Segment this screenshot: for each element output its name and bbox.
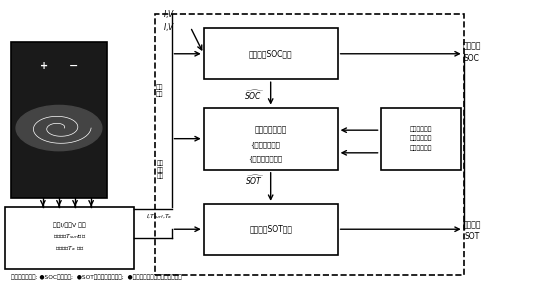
Text: 荷电状态
SOC: 荷电状态 SOC bbox=[463, 42, 481, 63]
Text: $\widehat{SOC}$: $\widehat{SOC}$ bbox=[244, 88, 265, 102]
FancyBboxPatch shape bbox=[204, 28, 338, 79]
Text: {产热相关参数: {产热相关参数 bbox=[250, 141, 280, 148]
Circle shape bbox=[16, 106, 102, 151]
Text: 产热
相关
参数: 产热 相关 参数 bbox=[156, 160, 163, 179]
FancyBboxPatch shape bbox=[204, 108, 338, 170]
Text: 温度状态SOT估计: 温度状态SOT估计 bbox=[249, 225, 292, 234]
FancyBboxPatch shape bbox=[5, 207, 134, 269]
Text: $\widehat{SOT}$: $\widehat{SOT}$ bbox=[245, 173, 264, 186]
Text: 温度状态
SOT: 温度状态 SOT bbox=[463, 220, 481, 241]
Text: 多时间尺度特性: ●SOC实时估计;  ●SOT较长时间尺度估计;  ●电模型参数据估计精度定期更新: 多时间尺度特性: ●SOC实时估计; ●SOT较长时间尺度估计; ●电模型参数据… bbox=[11, 275, 181, 280]
Text: $I$,$T_{surf}$,$T_a$: $I$,$T_{surf}$,$T_a$ bbox=[146, 212, 173, 221]
Bar bbox=[155, 14, 464, 275]
FancyBboxPatch shape bbox=[204, 204, 338, 255]
Text: 所有
参数: 所有 参数 bbox=[156, 85, 163, 97]
Text: +: + bbox=[40, 61, 49, 71]
Text: 荷电状态SOC估计: 荷电状态SOC估计 bbox=[249, 49, 293, 58]
FancyBboxPatch shape bbox=[11, 42, 107, 198]
Text: 电模型参数更新: 电模型参数更新 bbox=[255, 126, 287, 135]
Text: 根据实验数据
确定函数关系
在线参数辨识: 根据实验数据 确定函数关系 在线参数辨识 bbox=[410, 127, 432, 151]
Text: 电流I/电压V 测量
表面温度$T_{surf}$测量
环境温度$T_a$ 测量: 电流I/电压V 测量 表面温度$T_{surf}$测量 环境温度$T_a$ 测量 bbox=[53, 223, 86, 253]
Text: −: − bbox=[69, 61, 78, 71]
FancyBboxPatch shape bbox=[381, 108, 461, 170]
Text: {非产热相关参数: {非产热相关参数 bbox=[248, 155, 282, 162]
Text: $I$,$V$: $I$,$V$ bbox=[163, 8, 176, 20]
Text: $I$,$V$: $I$,$V$ bbox=[163, 21, 176, 33]
